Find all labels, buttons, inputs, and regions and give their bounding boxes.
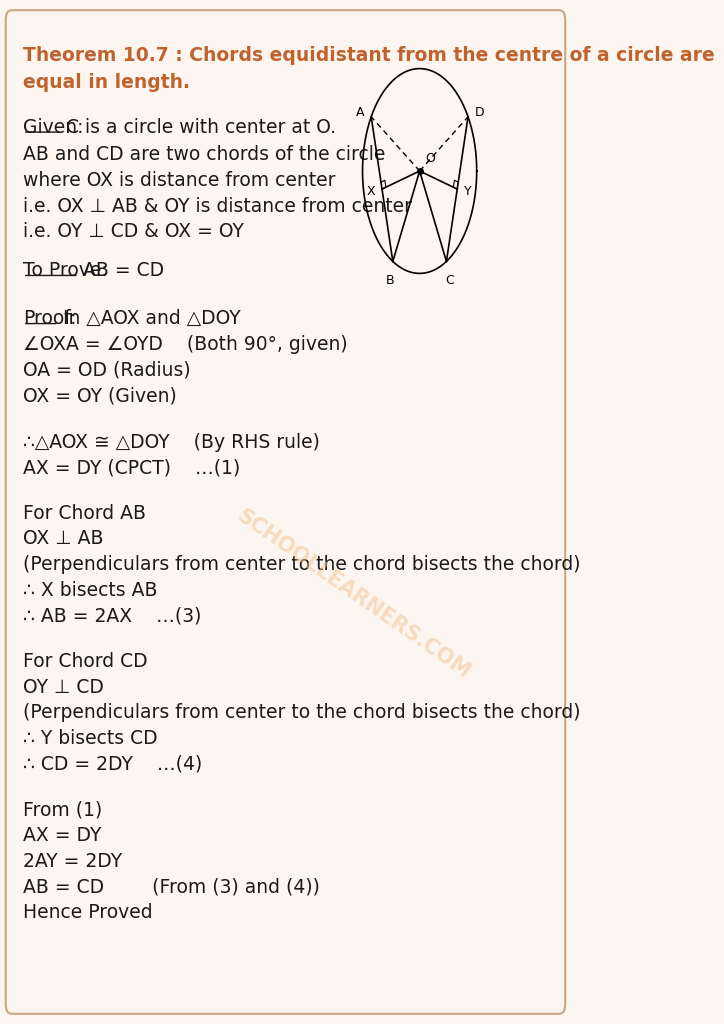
Text: O: O <box>425 152 434 165</box>
Text: ∴△AOX ≅ △DOY    (By RHS rule): ∴△AOX ≅ △DOY (By RHS rule) <box>23 433 320 453</box>
Text: Proof:: Proof: <box>23 309 76 329</box>
Text: where OX is distance from center: where OX is distance from center <box>23 171 335 190</box>
Text: ∴ Y bisects CD: ∴ Y bisects CD <box>23 729 157 749</box>
Text: OX = OY (Given): OX = OY (Given) <box>23 386 177 406</box>
Text: 2AY = 2DY: 2AY = 2DY <box>23 852 122 871</box>
Text: C: C <box>445 273 454 287</box>
Text: AX = DY (CPCT)    …(1): AX = DY (CPCT) …(1) <box>23 459 240 478</box>
FancyBboxPatch shape <box>6 10 565 1014</box>
Text: In △AOX and △DOY: In △AOX and △DOY <box>64 309 241 329</box>
Text: For Chord CD: For Chord CD <box>23 652 148 672</box>
Text: (Perpendiculars from center to the chord bisects the chord): (Perpendiculars from center to the chord… <box>23 555 581 574</box>
Text: C is a circle with center at O.: C is a circle with center at O. <box>66 118 336 137</box>
Text: i.e. OY ⊥ CD & OX = OY: i.e. OY ⊥ CD & OX = OY <box>23 222 244 242</box>
Text: Theorem 10.7 : Chords equidistant from the centre of a circle are
equal in lengt: Theorem 10.7 : Chords equidistant from t… <box>23 46 715 91</box>
Text: Given:: Given: <box>23 118 83 137</box>
Text: AB and CD are two chords of the circle: AB and CD are two chords of the circle <box>23 145 385 165</box>
Text: AX = DY: AX = DY <box>23 826 101 846</box>
Text: ∴ CD = 2DY    …(4): ∴ CD = 2DY …(4) <box>23 755 202 774</box>
Text: i.e. OX ⊥ AB & OY is distance from center: i.e. OX ⊥ AB & OY is distance from cente… <box>23 197 412 216</box>
Text: To Prove:: To Prove: <box>23 261 108 281</box>
Text: AB = CD: AB = CD <box>83 261 164 281</box>
Text: OA = OD (Radius): OA = OD (Radius) <box>23 360 190 380</box>
Text: B: B <box>386 273 395 287</box>
Text: ∴ AB = 2AX    …(3): ∴ AB = 2AX …(3) <box>23 606 201 626</box>
Text: Y: Y <box>464 184 472 198</box>
Text: From (1): From (1) <box>23 801 102 820</box>
Text: For Chord AB: For Chord AB <box>23 504 146 523</box>
Text: ∴ X bisects AB: ∴ X bisects AB <box>23 581 157 600</box>
Text: SCHOOLLEARNERS.COM: SCHOOLLEARNERS.COM <box>234 506 474 682</box>
Text: ∠OXA = ∠OYD    (Both 90°, given): ∠OXA = ∠OYD (Both 90°, given) <box>23 335 348 354</box>
Text: OY ⊥ CD: OY ⊥ CD <box>23 678 104 697</box>
Text: A: A <box>356 106 364 119</box>
Text: Hence Proved: Hence Proved <box>23 903 153 923</box>
Text: (Perpendiculars from center to the chord bisects the chord): (Perpendiculars from center to the chord… <box>23 703 581 723</box>
Text: AB = CD        (From (3) and (4)): AB = CD (From (3) and (4)) <box>23 878 320 897</box>
Text: D: D <box>475 106 484 119</box>
Text: OX ⊥ AB: OX ⊥ AB <box>23 529 104 549</box>
Text: X: X <box>366 184 375 198</box>
